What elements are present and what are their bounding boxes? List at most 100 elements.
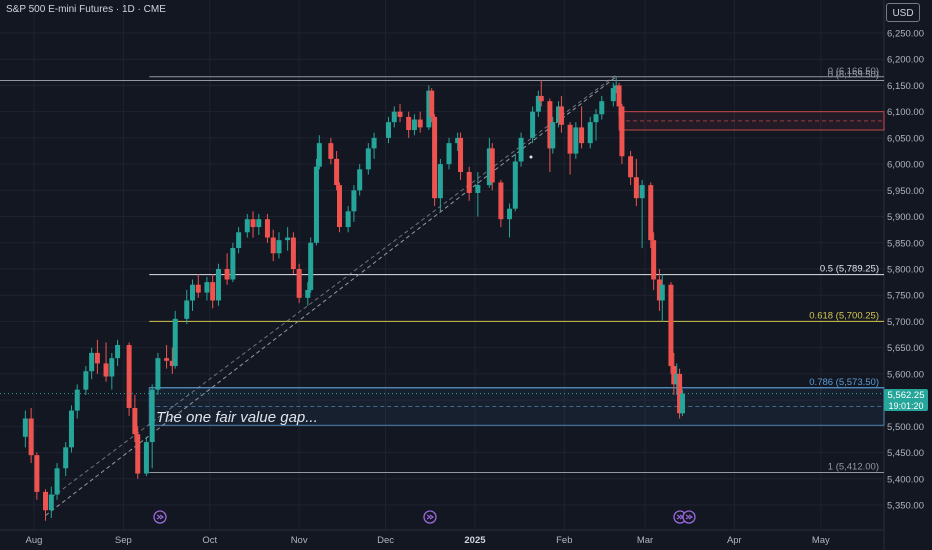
candle-body: [143, 442, 149, 474]
candle-body: [498, 182, 504, 220]
candle-body: [397, 111, 403, 117]
annotation-layer: The one fair value gap...: [156, 409, 318, 426]
candle-body: [149, 389, 155, 443]
candle-body: [224, 269, 230, 280]
x-tick-label: Oct: [202, 535, 217, 546]
candle-body: [210, 282, 216, 301]
x-tick-label: Feb: [556, 535, 572, 546]
fibonacci-levels: 0 (6,166.50)0 (6,159.50) 0.5 (5,789.25) 0.…: [0, 66, 884, 473]
x-tick-label: Sep: [115, 535, 132, 546]
candle-body: [593, 114, 599, 123]
x-tick-label: Apr: [727, 535, 742, 546]
y-tick-label: 5,600.00: [887, 369, 924, 380]
candle-body: [371, 137, 377, 149]
candle-body: [296, 269, 302, 298]
candle-body: [313, 166, 319, 243]
x-tick-label: Nov: [291, 535, 308, 546]
candle-body: [573, 127, 579, 154]
candle-body: [556, 106, 562, 123]
candle-body: [385, 122, 391, 138]
y-tick-label: 5,850.00: [887, 238, 924, 249]
candle-body: [316, 143, 322, 167]
candle-body: [308, 242, 314, 290]
candle-body: [486, 148, 492, 186]
y-tick-label: 5,650.00: [887, 343, 924, 354]
candle-body: [538, 95, 544, 102]
candle-body: [345, 211, 351, 228]
candle-body: [63, 447, 69, 469]
candle-body: [639, 185, 645, 199]
candle-body: [455, 137, 461, 144]
candle-body: [256, 219, 262, 228]
candle-body: [250, 219, 256, 228]
currency-button[interactable]: USD: [886, 3, 920, 22]
candle-body: [28, 418, 34, 456]
candle-body: [507, 208, 513, 220]
candle-body: [411, 119, 417, 131]
candle-body: [587, 122, 593, 144]
candle-body: [89, 352, 95, 372]
fib-level-label: 0.786 (5,573.50): [809, 377, 879, 388]
candle-body: [195, 284, 201, 293]
x-tick-label: May: [812, 535, 830, 546]
candle-body: [648, 185, 654, 241]
fair-value-gap-zones: [148, 111, 885, 426]
candle-body: [599, 101, 605, 115]
candle-body: [270, 237, 276, 254]
fib-level-label: 0 (6,166.50): [828, 66, 879, 77]
candle-body: [535, 95, 541, 112]
candle-body: [458, 137, 464, 172]
candle-body: [132, 407, 138, 435]
event-chevron: [156, 514, 164, 520]
anchor-dot: [529, 155, 533, 159]
candle-body: [432, 116, 438, 199]
candles: [0, 77, 884, 521]
candle-body: [671, 366, 677, 385]
candle-body: [466, 171, 472, 193]
candle-body: [48, 494, 54, 511]
y-tick-label: 5,500.00: [887, 422, 924, 433]
price-tag-bg: [884, 389, 928, 411]
candle-body: [633, 177, 639, 199]
candle-body: [437, 164, 443, 199]
candle-body: [126, 345, 132, 408]
candle-body: [230, 248, 236, 280]
candle-body: [351, 190, 357, 212]
candle-body: [83, 371, 89, 390]
fvg-annotation: The one fair value gap...: [156, 409, 318, 426]
candle-body: [475, 185, 481, 193]
x-tick-label: Dec: [377, 535, 394, 546]
y-tick-label: 5,950.00: [887, 186, 924, 197]
event-marker-icon: [153, 510, 167, 524]
candle-body: [679, 393, 685, 414]
candle-body: [276, 240, 282, 254]
y-tick-label: 5,800.00: [887, 265, 924, 276]
y-tick-label: 6,200.00: [887, 55, 924, 66]
candle-body: [190, 284, 196, 301]
price-axis: 5,350.005,400.005,450.005,500.005,550.00…: [887, 29, 924, 512]
candle-body: [610, 88, 616, 102]
candle-body: [391, 111, 397, 123]
y-tick-label: 5,900.00: [887, 212, 924, 223]
candle-body: [74, 389, 80, 411]
y-tick-label: 5,400.00: [887, 474, 924, 485]
y-tick-label: 6,250.00: [887, 29, 924, 40]
candle-body: [305, 289, 311, 298]
candle-body: [285, 237, 291, 241]
candle-body: [429, 90, 435, 117]
candle-body: [22, 418, 28, 437]
candle-body: [115, 345, 121, 359]
fib-level-label: 0.618 (5,700.25): [809, 310, 879, 321]
price-tag-countdown: 19:01:20: [888, 401, 923, 411]
candle-body: [54, 468, 60, 495]
y-tick-label: 6,100.00: [887, 107, 924, 118]
candle-body: [172, 318, 178, 367]
symbol-title[interactable]: S&P 500 E-mini Futures · 1D · CME: [6, 4, 166, 15]
candle-body: [365, 148, 371, 170]
candle-body: [530, 111, 536, 138]
candle-body: [406, 116, 412, 131]
x-tick-label: 2025: [464, 535, 486, 546]
candle-body: [109, 358, 115, 377]
candle-body: [550, 122, 556, 149]
